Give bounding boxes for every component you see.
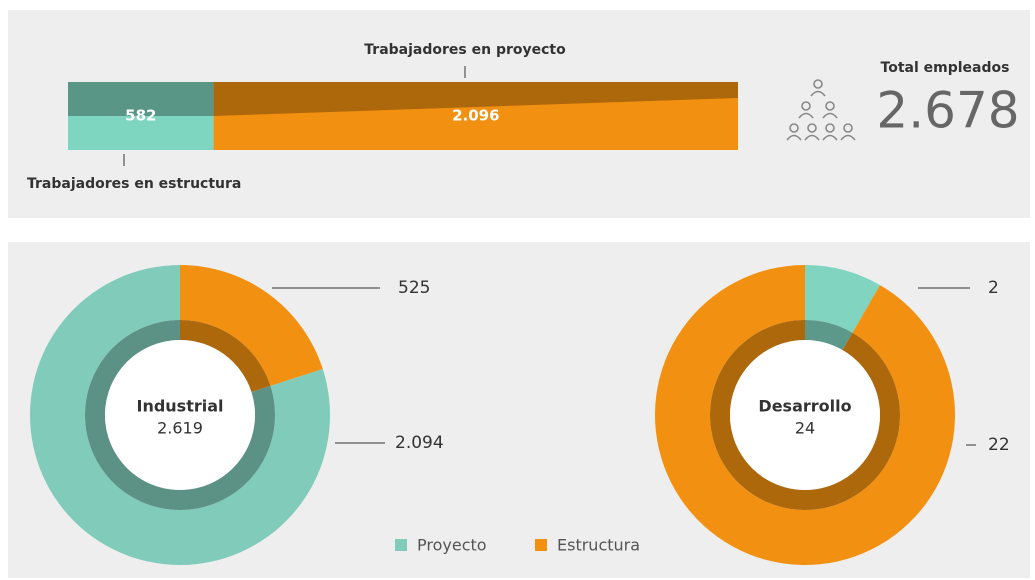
donut-slice — [180, 265, 323, 393]
slice-outer — [805, 265, 880, 333]
legend-label: Estructura — [557, 536, 640, 555]
slice-inner — [180, 320, 271, 393]
bar-shade — [213, 82, 739, 116]
slice-value-label: 525 — [398, 278, 430, 298]
donut-hole — [730, 340, 880, 490]
slice-value-label: 22 — [988, 435, 1010, 455]
donut-center-label: Industrial — [136, 397, 223, 416]
legend-label: Proyecto — [417, 536, 487, 555]
legend-swatch — [535, 539, 547, 551]
total-label: Total empleados — [881, 60, 1010, 76]
slice-outer — [180, 265, 323, 386]
slice-value-label: 2 — [988, 278, 999, 298]
donut-slice — [655, 265, 956, 565]
donut-center-total: 2.619 — [157, 419, 203, 438]
slice-outer — [29, 265, 330, 565]
legend-swatch — [395, 539, 407, 551]
people-icon — [786, 79, 856, 141]
slice-value-label: 2.094 — [395, 433, 444, 453]
total-value: 2.678 — [876, 82, 1019, 140]
series-label: Trabajadores en proyecto — [364, 42, 566, 58]
bar-value-label: 2.096 — [452, 107, 499, 125]
bar-shade — [68, 82, 214, 116]
bar-value-label: 582 — [125, 107, 156, 125]
donut-slice — [805, 265, 880, 351]
donut-center-total: 24 — [795, 419, 815, 438]
donut-hole — [105, 340, 255, 490]
donut-slice — [29, 265, 330, 565]
slice-inner — [805, 320, 853, 351]
donut-center-label: Desarrollo — [758, 397, 851, 416]
series-label: Trabajadores en estructura — [27, 176, 241, 192]
slice-outer — [655, 265, 956, 565]
